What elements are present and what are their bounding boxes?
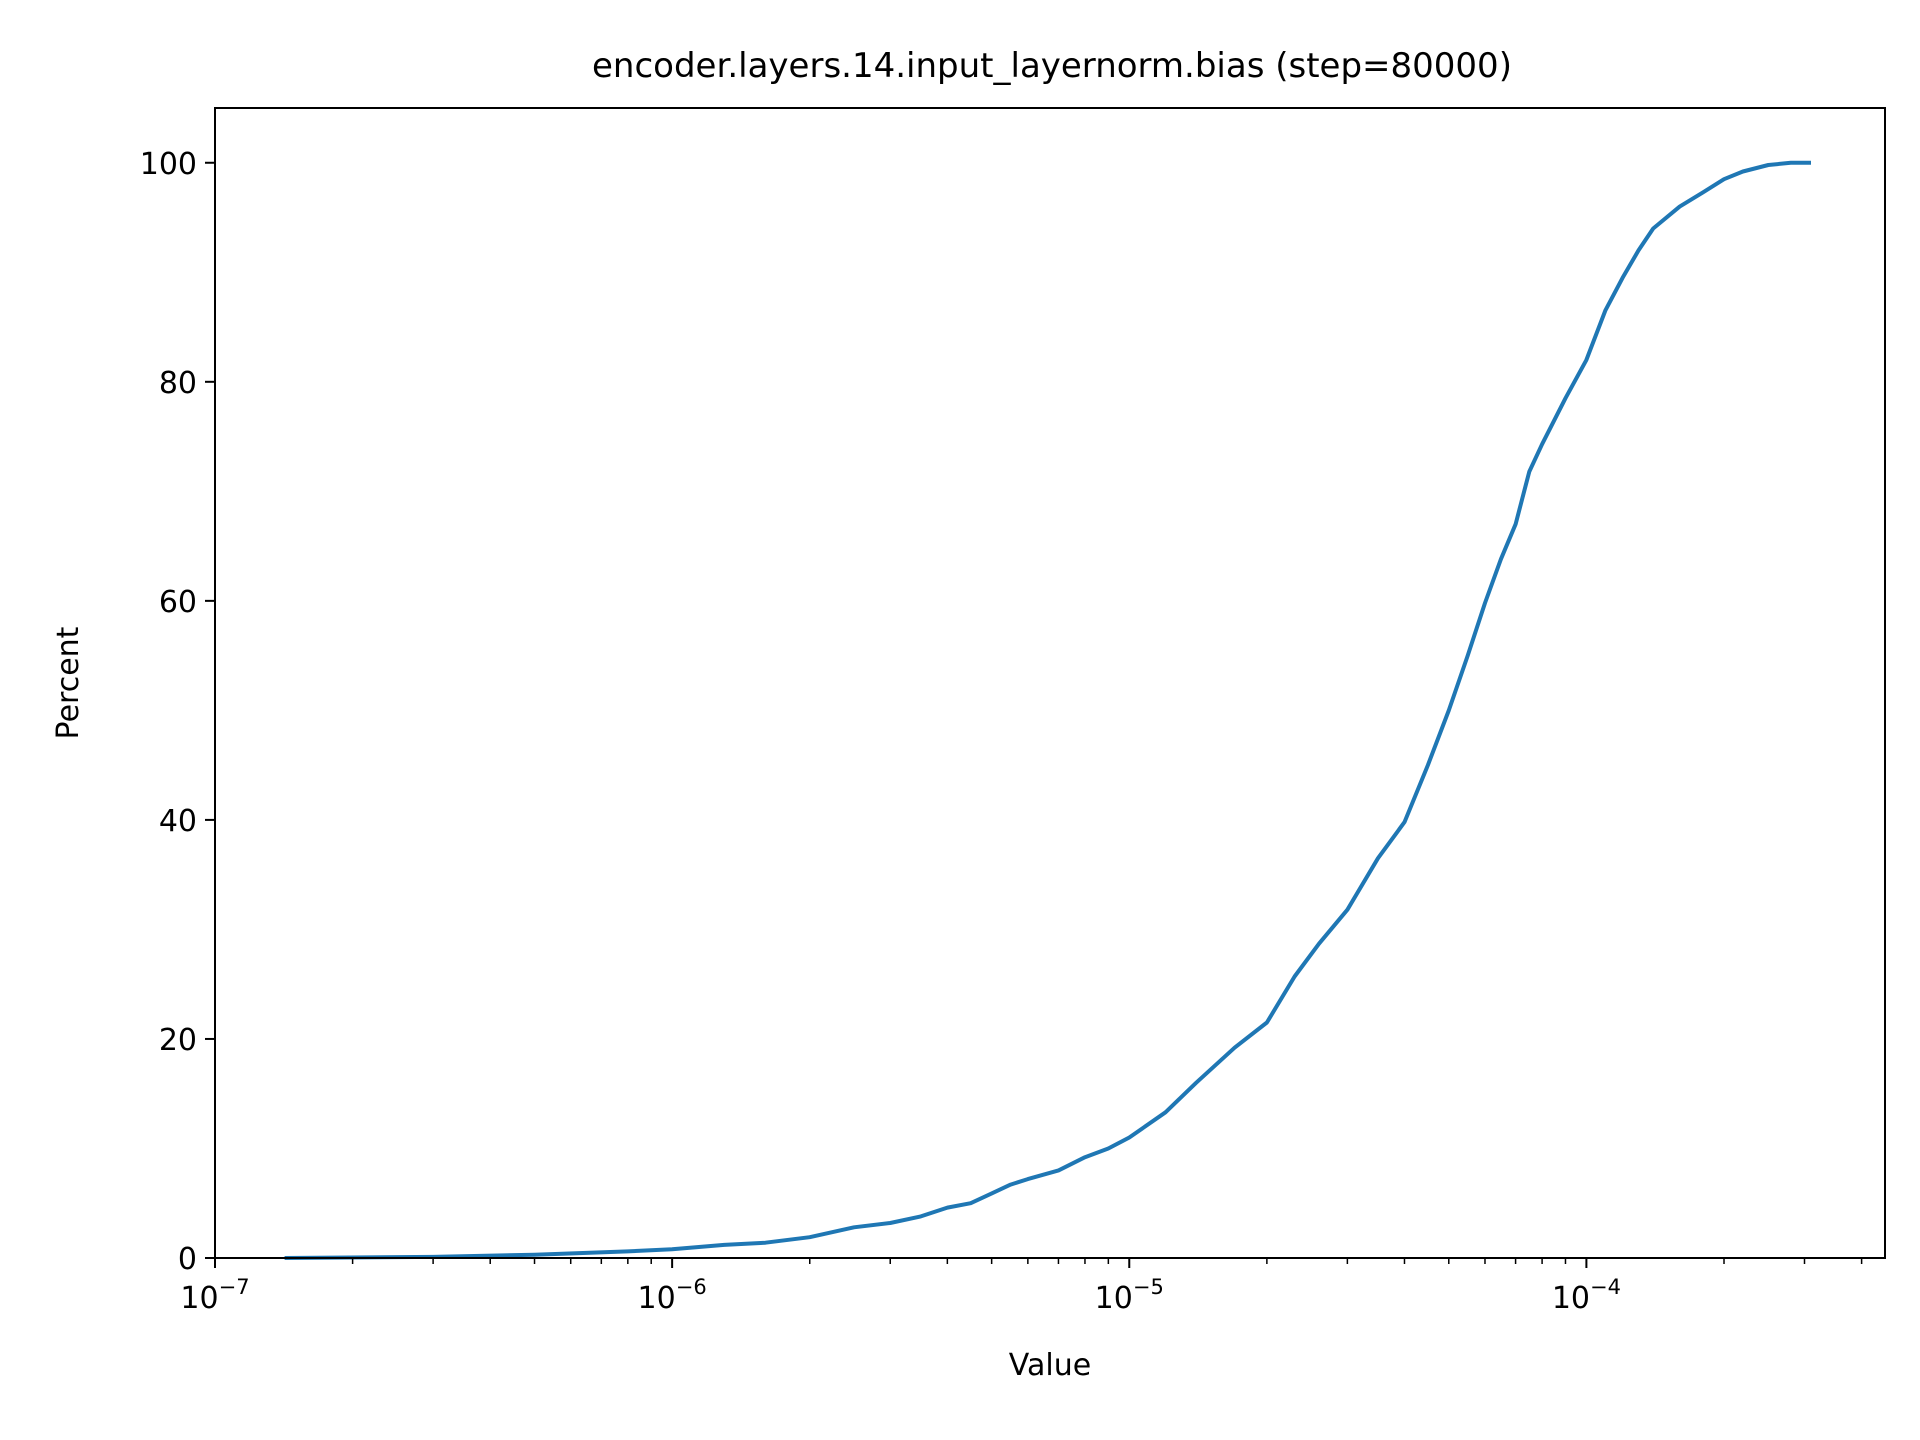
x-axis-label: Value [1009,1348,1091,1383]
y-axis-label: Percent [51,626,86,739]
plot-area [284,160,1811,1260]
x-tick-label: 10−7 [180,1275,249,1316]
axes-frame [214,107,1886,1259]
x-axis: 10−7 10−6 10−5 10−4 [180,1258,1863,1316]
x-tick-label: 10−4 [1552,1275,1621,1316]
y-tick-label: 40 [159,804,197,839]
y-tick-label: 0 [178,1242,197,1277]
y-tick-label: 80 [159,366,197,401]
y-tick-label: 60 [159,585,197,620]
chart-title: encoder.layers.14.input_layernorm.bias (… [592,46,1512,86]
series-line-1 [284,160,1811,1260]
y-tick-label: 20 [159,1023,197,1058]
x-tick-label: 10−6 [638,1275,707,1316]
x-tick-label: 10−5 [1095,1275,1164,1316]
y-tick-label: 100 [140,147,197,182]
y-axis: 0 20 40 60 80 100 [140,147,215,1277]
